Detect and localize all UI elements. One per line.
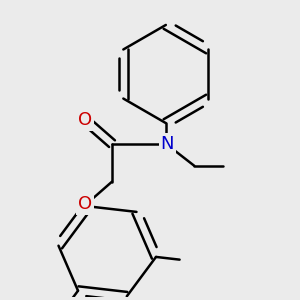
Text: O: O — [78, 195, 92, 213]
Text: N: N — [161, 135, 174, 153]
Text: O: O — [78, 111, 92, 129]
